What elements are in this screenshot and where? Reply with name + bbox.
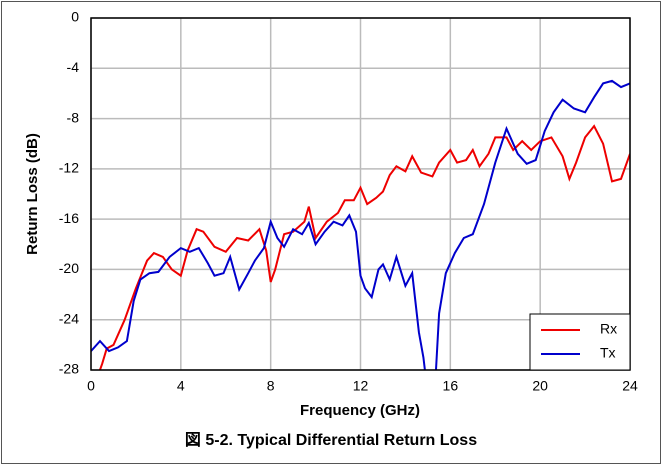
y-tick-label: 0	[71, 9, 79, 25]
x-tick-label: 12	[353, 378, 369, 394]
legend-label: Rx	[600, 321, 617, 337]
legend-label: Tx	[600, 345, 616, 361]
series-group	[98, 124, 630, 370]
figure-border	[1, 1, 661, 464]
series-line	[91, 79, 630, 370]
x-tick-label: 4	[177, 378, 185, 394]
y-tick-label: -12	[59, 160, 79, 176]
legend-box	[529, 313, 631, 371]
y-tick-label: -24	[59, 310, 79, 326]
x-tick-label: 16	[443, 378, 459, 394]
y-tick-label: -20	[59, 260, 79, 276]
x-tick-label: 0	[87, 378, 95, 394]
x-tick-label: 24	[622, 378, 638, 394]
plot-border	[90, 17, 631, 371]
y-axis-title: Return Loss (dB)	[24, 133, 41, 255]
x-tick-label: 20	[532, 378, 548, 394]
y-tick-label: -16	[59, 210, 79, 226]
series-group	[91, 79, 630, 370]
x-tick-label: 8	[267, 378, 275, 394]
series-line	[98, 124, 630, 370]
caption: 図 5-2. Typical Differential Return Loss	[185, 431, 477, 449]
y-tick-label: -4	[67, 59, 80, 75]
y-tick-label: -28	[59, 361, 79, 377]
y-tick-label: -8	[67, 109, 80, 125]
x-axis-title: Frequency (GHz)	[300, 402, 420, 419]
